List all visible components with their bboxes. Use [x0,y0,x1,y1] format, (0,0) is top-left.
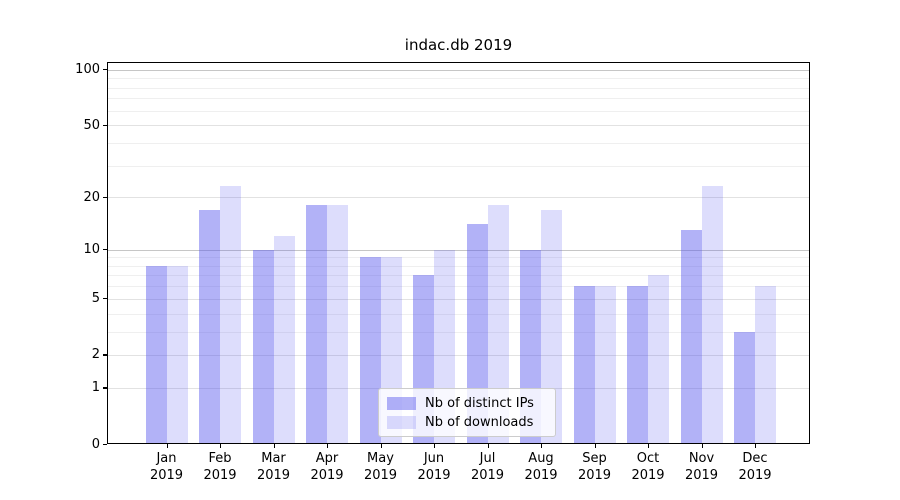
x-tick-label-jul: Jul 2019 [470,451,505,483]
x-tick-mark-dec [755,444,757,448]
x-tick-label-jun: Jun 2019 [417,451,451,483]
x-tick-label-may: May 2019 [363,451,398,483]
x-tick-label-oct: Oct 2019 [631,451,665,483]
y-minor-gridline-60 [108,110,809,112]
legend-label-distinct-ips: Nb of distinct IPs [425,395,534,411]
bar-downloads-aug [541,209,562,444]
bar-downloads-jul [487,205,509,444]
y-gridline-5 [108,298,809,300]
x-tick-mark-aug [541,444,543,448]
bar-downloads-mar [273,236,295,444]
y-tick-mark-0 [103,443,107,445]
x-tick-mark-nov [701,444,703,448]
bar-distinct-ips-mar [252,249,274,444]
y-tick-label-1: 1 [91,380,100,396]
y-tick-label-20: 20 [83,189,100,205]
x-tick-label-dec: Dec 2019 [738,451,772,483]
bar-distinct-ips-oct [627,286,648,444]
bar-distinct-ips-may [359,257,381,444]
y-minor-gridline-7 [108,275,809,277]
y-minor-gridline-70 [108,98,809,100]
y-minor-gridline-80 [108,87,809,89]
bar-downloads-feb [220,186,241,444]
legend-swatch-distinct-ips [387,396,416,410]
x-tick-mark-apr [327,444,329,448]
y-minor-gridline-90 [108,78,809,80]
bar-downloads-apr [327,205,348,444]
y-minor-gridline-8 [108,265,809,267]
x-tick-mark-jan [166,444,168,448]
x-tick-mark-feb [220,444,222,448]
y-gridline-2 [108,354,809,356]
x-tick-label-feb: Feb 2019 [203,451,237,483]
bar-distinct-ips-feb [199,209,220,444]
x-tick-mark-sep [594,444,596,448]
x-tick-mark-mar [273,444,275,448]
y-gridline-50 [108,125,809,127]
x-tick-label-jan: Jan 2019 [149,451,184,483]
bar-distinct-ips-apr [306,205,327,444]
y-minor-gridline-40 [108,142,809,144]
y-tick-mark-5 [103,298,107,300]
y-minor-gridline-6 [108,286,809,288]
bar-downloads-jan [166,265,188,444]
legend-swatch-downloads [387,415,416,429]
bar-downloads-oct [648,275,669,444]
bar-distinct-ips-sep [573,286,595,444]
x-tick-label-apr: Apr 2019 [310,451,344,483]
x-tick-label-nov: Nov 2019 [684,451,719,483]
y-tick-mark-100 [103,69,107,71]
x-tick-label-sep: Sep 2019 [577,451,612,483]
bar-downloads-dec [755,286,776,444]
bar-distinct-ips-nov [680,229,702,444]
y-gridline-100 [108,69,809,71]
y-tick-mark-1 [103,387,107,389]
y-tick-mark-2 [103,354,107,356]
chart-title: indac.db 2019 [404,36,513,54]
y-gridline-10 [108,249,809,251]
y-tick-mark-10 [103,249,107,251]
x-tick-mark-oct [648,444,650,448]
y-tick-mark-20 [103,196,107,198]
x-tick-label-mar: Mar 2019 [256,451,291,483]
y-tick-mark-50 [103,124,107,126]
y-minor-gridline-4 [108,313,809,315]
bar-downloads-sep [594,286,616,444]
legend-row-distinct-ips: Nb of distinct IPs [387,396,547,411]
x-tick-mark-jul [487,444,489,448]
bar-distinct-ips-dec [734,331,755,444]
y-minor-gridline-3 [108,331,809,333]
y-tick-label-0: 0 [91,436,100,452]
legend: Nb of distinct IPs Nb of downloads [378,388,556,437]
x-tick-label-aug: Aug 2019 [524,451,558,483]
y-gridline-20 [108,197,809,199]
y-tick-label-5: 5 [91,291,100,307]
y-tick-label-100: 100 [75,62,100,78]
y-minor-gridline-30 [108,165,809,167]
x-tick-mark-jun [434,444,436,448]
x-tick-mark-may [380,444,382,448]
y-tick-label-10: 10 [83,242,100,257]
bar-distinct-ips-jan [145,265,167,444]
legend-row-downloads: Nb of downloads [387,415,547,430]
y-minor-gridline-9 [108,257,809,259]
y-tick-label-50: 50 [83,117,100,133]
bar-downloads-nov [701,186,723,444]
legend-label-downloads: Nb of downloads [425,414,534,430]
y-tick-label-2: 2 [91,347,100,363]
